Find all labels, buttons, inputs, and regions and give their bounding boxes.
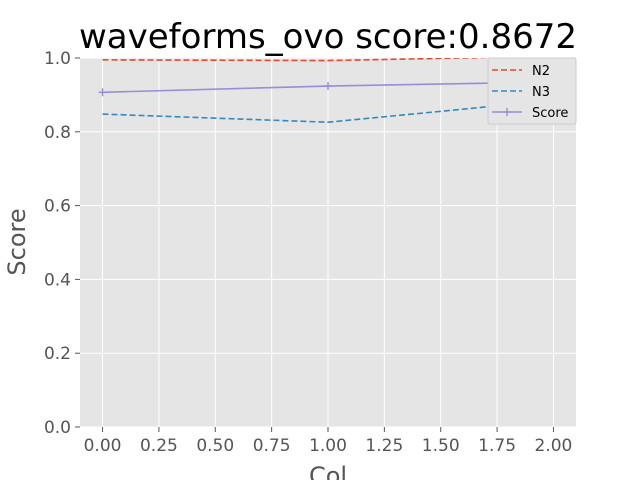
legend-box: [487, 57, 577, 125]
y-tick-label: 0.8: [44, 123, 71, 143]
legend-label: Score: [532, 106, 568, 121]
legend-label: N3: [532, 85, 550, 100]
x-tick-label: 0.50: [196, 436, 234, 456]
legend-item-n2: N2: [492, 64, 550, 79]
y-tick-label: 0.2: [44, 344, 71, 364]
y-tick-label: 1.0: [44, 49, 71, 69]
legend-item-n3: N3: [492, 85, 550, 100]
series-line-n2: [102, 58, 501, 62]
y-axis-label: Score: [3, 208, 31, 275]
x-tick-label: 1.50: [422, 436, 460, 456]
x-tick-label: 1.00: [309, 436, 347, 456]
legend-label: N2: [532, 64, 550, 79]
y-axis-ticks: 0.0 0.2 0.4 0.6 0.8 1.0: [44, 49, 80, 438]
x-tick-label: 0.00: [84, 436, 122, 456]
y-tick-label: 0.6: [44, 197, 71, 217]
x-tick-label: 1.25: [365, 436, 403, 456]
legend: N2 N3 Score: [487, 57, 577, 125]
x-tick-label: 1.75: [478, 436, 516, 456]
y-tick-label: 0.4: [44, 270, 71, 290]
legend-item-score: Score: [492, 106, 568, 121]
chart-title: waveforms_ovo score:0.8672: [79, 17, 577, 57]
x-tick-label: 0.75: [253, 436, 291, 456]
data-point-score: [324, 82, 332, 91]
y-tick-label: 0.0: [44, 418, 71, 438]
x-axis-ticks: 0.00 0.25 0.50 0.75 1.00 1.25 1.50 1.75 2.00: [84, 427, 573, 456]
x-tick-label: 2.00: [535, 436, 573, 456]
series-line-n3: [102, 99, 554, 124]
x-axis-label: Col: [309, 462, 347, 480]
x-tick-label: 0.25: [140, 436, 178, 456]
data-point-score: [98, 88, 107, 97]
